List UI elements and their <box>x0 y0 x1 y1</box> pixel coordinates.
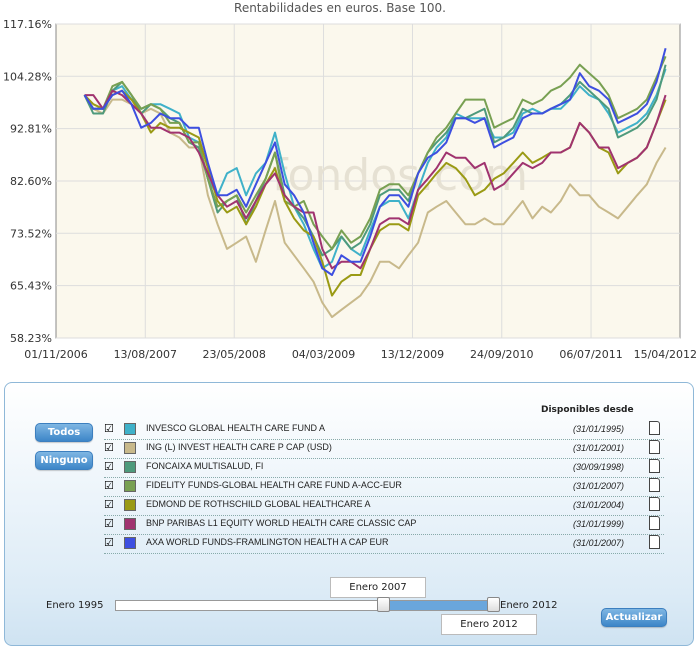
document-icon[interactable] <box>649 497 660 511</box>
disponibles-header: Disponibles desde <box>541 405 634 415</box>
fund-name: FIDELITY FUNDS-GLOBAL HEALTH CARE FUND A… <box>146 480 402 490</box>
slider-selected-range <box>384 601 496 610</box>
fund-available-date: (31/01/2001) <box>572 443 624 453</box>
fund-checkbox[interactable]: ☑ <box>104 422 114 435</box>
slider-start-handle[interactable] <box>377 597 391 612</box>
chart-title: Rentabilidades en euros. Base 100. <box>234 1 446 15</box>
date-range-slider[interactable] <box>115 600 497 611</box>
series-color-swatch <box>124 499 136 511</box>
document-icon[interactable] <box>649 440 660 454</box>
todos-button[interactable]: Todos <box>35 423 93 442</box>
fund-available-date: (31/01/1999) <box>572 519 624 529</box>
fund-row: ☑ AXA WORLD FUNDS-FRAMLINGTON HEALTH A CA… <box>104 534 664 554</box>
document-icon[interactable] <box>649 421 660 435</box>
fund-checkbox[interactable]: ☑ <box>104 517 114 530</box>
slider-end-handle[interactable] <box>487 597 500 612</box>
actualizar-button[interactable]: Actualizar <box>601 608 667 627</box>
y-tick-label: 73.52% <box>10 227 52 240</box>
slider-max-label: Enero 2012 <box>500 600 558 611</box>
document-icon[interactable] <box>649 459 660 473</box>
fund-available-date: (30/09/1998) <box>572 462 624 472</box>
fund-available-date: (31/01/2007) <box>572 538 624 548</box>
y-tick-label: 82.60% <box>10 175 52 188</box>
series-color-swatch <box>124 461 136 473</box>
fund-name: EDMOND DE ROTHSCHILD GLOBAL HEALTHCARE A <box>146 499 371 509</box>
document-icon[interactable] <box>649 535 660 549</box>
end-date-box: Enero 2012 <box>441 614 537 635</box>
fund-row: ☑ ING (L) INVEST HEALTH CARE P CAP (USD) (… <box>104 439 664 459</box>
fund-checkbox[interactable]: ☑ <box>104 536 114 549</box>
y-tick-label: 104.28% <box>3 70 52 83</box>
x-tick-label: 06/07/2011 <box>559 348 622 361</box>
fund-row: ☑ FIDELITY FUNDS-GLOBAL HEALTH CARE FUND … <box>104 477 664 497</box>
fund-available-date: (31/01/2007) <box>572 481 624 491</box>
series-color-swatch <box>124 442 136 454</box>
series-color-swatch <box>124 480 136 492</box>
y-tick-label: 117.16% <box>3 18 52 31</box>
x-tick-label: 15/04/2012 <box>634 348 697 361</box>
fund-row: ☑ INVESCO GLOBAL HEALTH CARE FUND A (31/01… <box>104 420 664 440</box>
fund-name: INVESCO GLOBAL HEALTH CARE FUND A <box>146 423 326 433</box>
fund-name: FONCAIXA MULTISALUD, FI <box>146 461 264 471</box>
fund-row: ☑ FONCAIXA MULTISALUD, FI (30/09/1998) <box>104 458 664 478</box>
document-icon[interactable] <box>649 516 660 530</box>
y-tick-label: 58.23% <box>10 332 52 345</box>
series-color-swatch <box>124 537 136 549</box>
x-tick-label: 13/12/2009 <box>381 348 444 361</box>
slider-min-label: Enero 1995 <box>46 600 104 611</box>
series-color-swatch <box>124 423 136 435</box>
fund-name: AXA WORLD FUNDS-FRAMLINGTON HEALTH A CAP… <box>146 537 389 547</box>
series-color-swatch <box>124 518 136 530</box>
series-line <box>83 48 667 276</box>
start-date-box: Enero 2007 <box>330 577 426 598</box>
y-tick-label: 65.43% <box>10 280 52 293</box>
x-tick-label: 04/03/2009 <box>292 348 355 361</box>
fund-checkbox[interactable]: ☑ <box>104 441 114 454</box>
fund-available-date: (31/01/1995) <box>572 424 624 434</box>
x-tick-label: 13/08/2007 <box>114 348 177 361</box>
fund-row: ☑ EDMOND DE ROTHSCHILD GLOBAL HEALTHCARE … <box>104 496 664 516</box>
fund-row: ☑ BNP PARIBAS L1 EQUITY WORLD HEALTH CARE… <box>104 515 664 535</box>
x-tick-label: 24/09/2010 <box>470 348 533 361</box>
ninguno-button[interactable]: Ninguno <box>35 451 93 470</box>
series-line <box>83 56 667 250</box>
x-tick-label: 23/05/2008 <box>203 348 266 361</box>
fund-checkbox[interactable]: ☑ <box>104 460 114 473</box>
fund-name: BNP PARIBAS L1 EQUITY WORLD HEALTH CARE … <box>146 518 417 528</box>
document-icon[interactable] <box>649 478 660 492</box>
fund-available-date: (31/01/2004) <box>572 500 624 510</box>
x-tick-label: 01/11/2006 <box>24 348 87 361</box>
fund-name: ING (L) INVEST HEALTH CARE P CAP (USD) <box>146 442 332 452</box>
fund-checkbox[interactable]: ☑ <box>104 498 114 511</box>
line-chart: fondos.com 117.16%104.28%92.81%82.60%73.… <box>3 18 697 361</box>
series-line <box>84 89 667 270</box>
series-line <box>83 94 667 319</box>
fund-checkbox[interactable]: ☑ <box>104 479 114 492</box>
y-tick-label: 92.81% <box>10 123 52 136</box>
